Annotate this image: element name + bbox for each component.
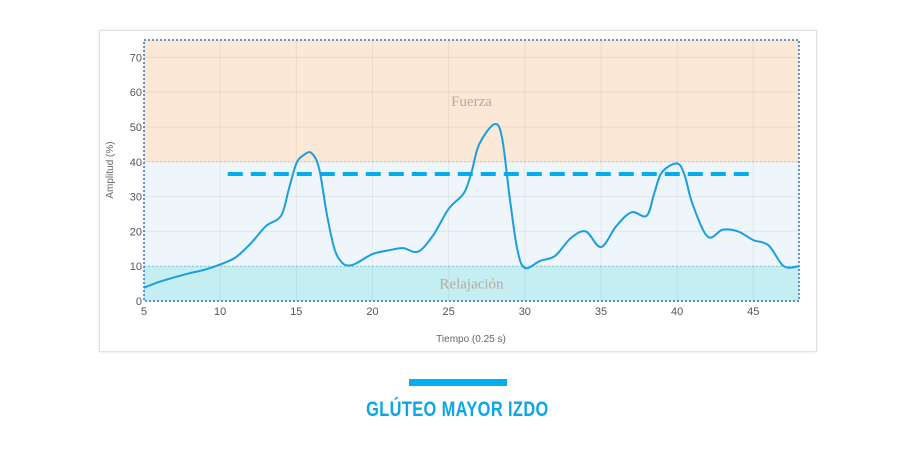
x-tick-label: 20 [366, 306, 378, 318]
y-tick-label: 20 [130, 226, 142, 238]
x-tick-label: 40 [671, 306, 683, 318]
x-tick-label: 10 [214, 306, 226, 318]
chart-caption: GLÚTEO MAYOR IZDO [366, 398, 549, 421]
x-tick-label: 35 [595, 306, 607, 318]
band-label: Relajación [439, 277, 504, 293]
x-tick-label: 30 [519, 306, 531, 318]
x-axis-label: Tiempo (0.25 s) [436, 334, 506, 345]
x-tick-label: 5 [141, 306, 147, 318]
y-tick-label: 70 [130, 52, 142, 64]
y-tick-label: 40 [130, 157, 142, 169]
x-tick-label: 45 [747, 306, 759, 318]
band-1 [144, 161, 799, 267]
y-tick-label: 60 [130, 87, 142, 99]
y-tick-label: 0 [136, 296, 142, 308]
y-axis-label: Amplitud (%) [105, 141, 116, 198]
plot-area-border [143, 39, 800, 302]
x-tick-label: 15 [290, 306, 302, 318]
caption-accent-bar [409, 379, 507, 386]
band-2 [144, 40, 799, 162]
y-tick-label: 50 [130, 122, 142, 134]
y-tick-label: 10 [130, 261, 142, 273]
series-line-0 [143, 122, 800, 289]
x-tick-label: 25 [443, 306, 455, 318]
band-label: Fuerza [451, 94, 492, 110]
band-0 [144, 266, 799, 301]
y-tick-label: 30 [130, 192, 142, 204]
